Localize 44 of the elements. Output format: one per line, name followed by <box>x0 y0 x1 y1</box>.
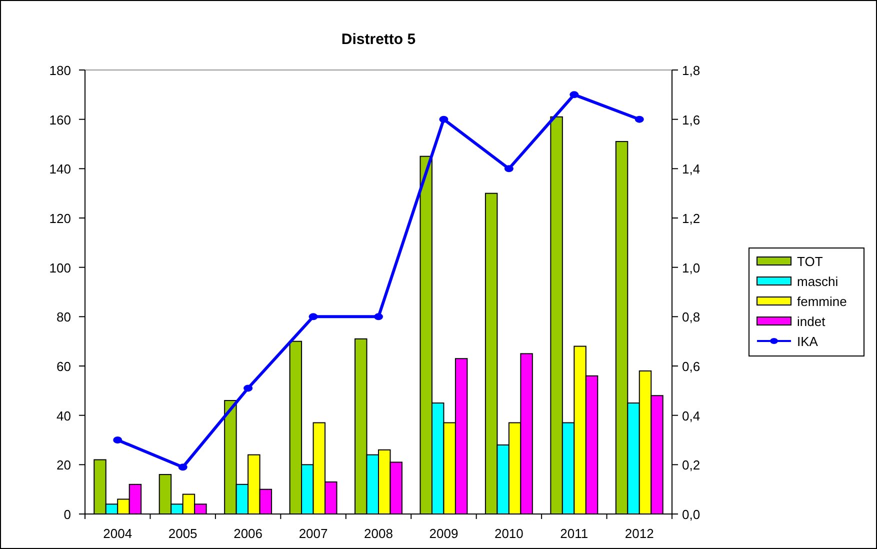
y2-tick-label: 0,8 <box>682 310 700 325</box>
y2-tick-label: 1,8 <box>682 63 700 78</box>
x-tick-label: 2007 <box>298 526 328 541</box>
y2-tick-label: 1,4 <box>682 162 700 177</box>
point <box>178 464 188 471</box>
legend-label: IKA <box>797 334 818 349</box>
y-tick-label: 20 <box>56 458 71 473</box>
point <box>113 436 122 444</box>
y2-tick-label: 0,4 <box>682 408 700 424</box>
y2-tick-label: 0,2 <box>682 458 700 473</box>
point <box>308 313 318 320</box>
y2-tick-label: 0,6 <box>682 359 700 374</box>
y2-tick-label: 1,0 <box>682 260 700 276</box>
x-tick-label: 2010 <box>494 526 524 541</box>
point <box>570 91 579 98</box>
x-tick-label: 2004 <box>103 526 132 541</box>
x-tick-label: 2005 <box>168 526 198 541</box>
point <box>634 116 644 123</box>
x-tick-label: 2008 <box>364 526 393 541</box>
y-tick-label: 160 <box>49 112 71 128</box>
chart-title: Distretto 5 <box>341 31 416 48</box>
x-tick-label: 2011 <box>560 526 588 541</box>
legend-label: maschi <box>797 274 838 289</box>
point <box>244 384 253 392</box>
legend-label: TOT <box>797 254 823 269</box>
point <box>439 116 448 123</box>
y-tick-label: 100 <box>49 260 71 276</box>
y2-tick-label: 0,0 <box>682 507 700 522</box>
y-tick-label: 180 <box>49 63 71 78</box>
y-tick-label: 60 <box>56 359 71 374</box>
point <box>504 165 514 172</box>
point <box>374 313 383 320</box>
y-tick-label: 120 <box>49 211 71 226</box>
y-tick-label: 40 <box>56 408 71 424</box>
y-tick-label: 0 <box>64 507 71 522</box>
y2-tick-label: 1,2 <box>682 211 700 226</box>
x-tick-label: 2012 <box>624 526 654 541</box>
y2-tick-label: 1,6 <box>682 112 700 128</box>
x-tick-label: 2006 <box>234 526 263 541</box>
y-tick-label: 140 <box>49 162 71 177</box>
legend-label: indet <box>797 314 826 329</box>
x-tick-label: 2009 <box>429 526 458 541</box>
legend-label: femmine <box>797 294 847 309</box>
y-tick-label: 80 <box>56 310 71 325</box>
